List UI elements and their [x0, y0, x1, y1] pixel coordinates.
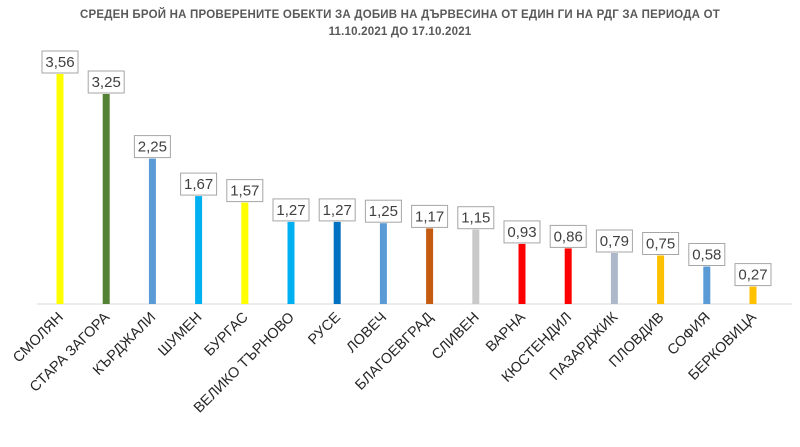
data-label-text: 3,56 — [45, 54, 74, 71]
data-label-box — [226, 179, 264, 203]
data-labels-layer: 3,56 3,25 2,25 1,67 1,57 1,27 1,27 1,25 1,17 1,15… — [41, 50, 772, 287]
category-label: ШУМЕН — [155, 310, 205, 360]
bar — [148, 158, 156, 304]
chart-title-line-1: СРЕДЕН БРОЙ НА ПРОВЕРЕНИТЕ ОБЕКТИ ЗА ДОБ… — [80, 9, 720, 21]
data-label: 2,25 — [133, 135, 171, 159]
data-label-box — [642, 232, 680, 255]
data-label-box — [503, 220, 541, 244]
bar — [287, 221, 295, 304]
bar — [518, 243, 526, 304]
chart-title-line-2: 11.10.2021 ДО 17.10.2021 — [328, 26, 472, 38]
data-label-box — [87, 70, 125, 94]
data-label-box — [272, 198, 310, 222]
bar — [333, 221, 341, 304]
data-label-box — [549, 224, 587, 248]
data-label: 1,15 — [457, 206, 495, 230]
category-label: ЛОВЕЧ — [344, 310, 391, 357]
data-label-text: 1,25 — [369, 203, 398, 220]
data-label: 1,25 — [364, 199, 402, 223]
data-label-text: 0,79 — [600, 233, 629, 250]
data-label-box — [364, 199, 402, 223]
data-label-box — [411, 204, 449, 228]
bar — [657, 255, 665, 304]
bar — [102, 94, 110, 304]
data-label-text: 1,27 — [323, 202, 352, 219]
category-label: БЛАГОЕВГРАД — [352, 309, 436, 393]
bars-layer — [56, 74, 757, 304]
bar — [749, 286, 757, 304]
data-label: 1,57 — [226, 179, 264, 203]
bar — [703, 266, 711, 304]
data-label: 0,86 — [549, 224, 587, 248]
data-label-text: 1,15 — [461, 210, 490, 227]
data-label-box — [318, 198, 356, 222]
bar — [610, 253, 618, 304]
data-label-text: 1,57 — [230, 183, 259, 200]
data-label-text: 0,27 — [738, 267, 767, 284]
data-label: 1,27 — [318, 198, 356, 222]
data-label-box — [688, 243, 726, 266]
data-label-text: 1,17 — [415, 208, 444, 225]
chart-title: СРЕДЕН БРОЙ НА ПРОВЕРЕНИТЕ ОБЕКТИ ЗА ДОБ… — [40, 7, 760, 41]
data-label-text: 1,27 — [276, 202, 305, 219]
category-label: СТАРА ЗАГОРА — [27, 309, 113, 395]
data-label: 0,79 — [595, 229, 633, 253]
data-label: 1,27 — [272, 198, 310, 222]
data-label-box — [180, 172, 218, 196]
data-label: 0,93 — [503, 220, 541, 244]
bar — [241, 202, 249, 304]
data-label-box — [734, 263, 772, 287]
data-label-box — [41, 50, 79, 74]
data-label: 0,27 — [734, 263, 772, 287]
data-label: 0,75 — [642, 232, 680, 255]
bar — [426, 228, 434, 304]
data-label-text: 0,58 — [692, 247, 721, 264]
data-label-text: 2,25 — [138, 139, 167, 156]
bar — [564, 248, 572, 304]
data-label-box — [595, 229, 633, 253]
data-label: 0,58 — [688, 243, 726, 266]
category-label: ВАРНА — [483, 309, 529, 355]
data-label: 3,25 — [87, 70, 125, 94]
bar — [379, 223, 387, 304]
data-label-box — [457, 206, 495, 230]
bar — [56, 74, 64, 304]
bar — [195, 196, 203, 304]
data-label-text: 0,86 — [554, 228, 583, 245]
data-label: 1,17 — [411, 204, 449, 228]
data-label-text: 1,67 — [184, 176, 213, 193]
data-label-text: 0,93 — [507, 224, 536, 241]
data-label-box — [133, 135, 171, 159]
category-label: СЛИВЕН — [429, 310, 483, 364]
data-label-text: 0,75 — [646, 236, 675, 253]
data-label: 1,67 — [180, 172, 218, 196]
data-label: 3,56 — [41, 50, 79, 74]
category-label: РУСЕ — [305, 309, 344, 348]
bar — [472, 229, 480, 304]
data-label-text: 3,25 — [92, 74, 121, 91]
